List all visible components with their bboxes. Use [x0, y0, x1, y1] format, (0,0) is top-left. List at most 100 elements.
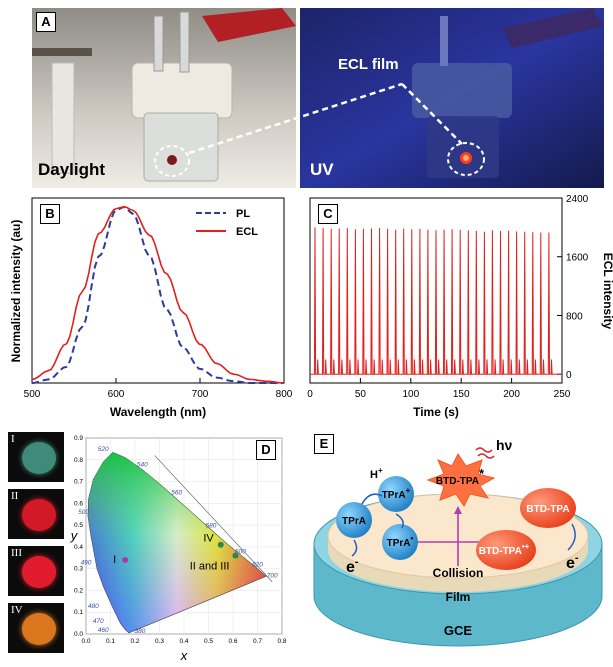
uv-film-core [463, 155, 469, 161]
cie-point-label: IV [203, 533, 214, 545]
thumbnail-1: I [8, 432, 64, 482]
panel-c-ytick-label: 0 [566, 370, 572, 381]
panel-c-ytick-label: 1600 [566, 253, 589, 264]
cie-point-label: II and III [190, 561, 230, 573]
thumbnail-label: IV [11, 604, 23, 616]
cie-wavelength-label: 490 [81, 559, 92, 566]
photon-wave-1 [475, 447, 493, 453]
daylight-clamp-rod [32, 48, 92, 56]
uv-film-circle [447, 142, 485, 176]
panel-b-ylabel: Normalized intensity (au) [9, 220, 23, 363]
oxidation-arrow [361, 493, 383, 505]
cie-xtick-label: 0.6 [228, 638, 237, 645]
cie-wavelength-label: 620 [252, 561, 263, 568]
cie-wavelength-label: 520 [98, 446, 109, 453]
collision-label: Collision [433, 566, 484, 580]
panel-c-xtick-label: 50 [355, 389, 367, 400]
electron-release-arrow-right [567, 523, 576, 551]
panel-a-photos [32, 8, 604, 188]
series-line-pl [31, 205, 284, 384]
series-line-ecl [31, 206, 285, 384]
uv-label: UV [310, 160, 334, 179]
electron-label-right: e- [566, 552, 579, 572]
panel-e-schematic: BTD-TPA* hν TPrA TPrA+ TPrA• H+ e- BTD-T… [313, 437, 603, 647]
panel-c-xtick-label: 150 [453, 389, 470, 400]
panel-c-ytick-label: 2400 [566, 194, 589, 205]
thumbnail-spot [22, 556, 56, 588]
cie-wavelength-label: 560 [171, 490, 182, 497]
uv-electrode [440, 16, 448, 66]
panel-b-xtick-label: 600 [108, 389, 125, 400]
daylight-electrode-1 [153, 15, 164, 72]
ecl-film-annotation: ECL film [338, 56, 399, 73]
cie-xtick-label: 0.7 [253, 638, 262, 645]
panel-c-xtick-label: 200 [503, 389, 520, 400]
cie-gamut-overlay [88, 452, 267, 633]
panel-c-axes-frame [309, 197, 563, 384]
cie-ytick-label: 0.8 [74, 457, 83, 464]
daylight-label: Daylight [38, 160, 106, 179]
collision-arrow-up-head [454, 506, 462, 514]
thumbnail-3: III [8, 546, 64, 596]
daylight-cell-vial [143, 112, 219, 182]
daylight-stand [51, 62, 75, 174]
cie-xtick-label: 0.3 [155, 638, 164, 645]
electron-label-left: e- [346, 556, 359, 576]
thumbnail-spot [22, 442, 56, 474]
legend-label-pl: PL [236, 208, 250, 220]
panel-c-xtick-label: 250 [554, 389, 571, 400]
cie-ytick-label: 0.9 [74, 435, 83, 442]
cie-xtick-label: 0.2 [130, 638, 139, 645]
panel-b-chart: 500 600 700 800 PL ECL Wavelength (nm) Norm… [9, 197, 293, 419]
panel-c-ylabel: ECL intensity [601, 253, 613, 330]
cie-xtick-label: 0.1 [106, 638, 115, 645]
tpra-molecule [336, 502, 372, 538]
thumbnail-spot [22, 613, 56, 645]
cie-wavelength-label: 500 [78, 509, 89, 516]
uv-cell-cap [412, 63, 512, 118]
excited-state-label: BTD-TPA* [436, 466, 485, 487]
panel-d-cie-chart: 0.0 0.1 0.2 0.3 0.4 0.5 0.6 0.7 0.8 0.0 0.1 0.2 0.3 0… [70, 435, 287, 662]
excited-state-starburst [426, 453, 496, 507]
photon-wave-2 [477, 453, 495, 459]
btd-tpa-cation-label: BTD-TPA•+ [479, 542, 530, 557]
panel-d: I II III IV 0.0 0.1 0.2 0.3 0.4 0.5 0.6 0.7 0.8 0.0 0… [0, 426, 300, 662]
cie-xtick-label: 0.4 [179, 638, 188, 645]
panel-c-chart: 0 50 100 150 200 250 0 800 1600 2400 Time (s) ECL… [307, 194, 613, 419]
cie-wavelength-label: 380 [134, 628, 145, 635]
cie-wavelength-label: 580 [206, 522, 217, 529]
thumbnail-label: III [11, 547, 22, 559]
thumbnail-2: II [8, 489, 64, 539]
cie-ytick-label: 0.7 [74, 479, 83, 486]
panel-b-xtick-label: 700 [192, 389, 209, 400]
daylight-film-circle [154, 145, 190, 177]
cie-point [122, 556, 129, 563]
tpra-label: TPrA [342, 516, 366, 527]
cie-point [217, 541, 224, 548]
panel-c: 0 50 100 150 200 250 0 800 1600 2400 Time (s) ECL… [300, 188, 613, 423]
tpra-radical-label: TPrA• [387, 534, 414, 549]
cie-xlabel: x [180, 648, 188, 662]
panel-b-axes-frame [31, 197, 285, 384]
daylight-red-clip [202, 8, 296, 42]
daylight-electrode-2 [179, 11, 190, 73]
tpra-radical-molecule [382, 524, 418, 560]
cie-ytick-label: 0.1 [74, 609, 83, 616]
cie-xtick-label: 0.0 [81, 638, 90, 645]
cie-ytick-label: 0.5 [74, 522, 83, 529]
cie-xtick-label: 0.5 [204, 638, 213, 645]
panel-b-xtick-label: 500 [24, 389, 41, 400]
cie-planck-line [154, 455, 273, 582]
cie-wavelength-label: 470 [93, 618, 104, 625]
btd-tpa-label: BTD-TPA [526, 504, 569, 515]
panel-c-xtick-label: 0 [307, 389, 313, 400]
btd-tpa-molecule [520, 488, 576, 528]
cie-wavelength-label: 480 [88, 603, 99, 610]
gce-label: GCE [444, 623, 473, 638]
cie-ytick-label: 0.6 [74, 500, 83, 507]
series-line-ecl-pulses [310, 227, 562, 375]
panel-c-ytick-label: 800 [566, 311, 583, 322]
thumbnail-4: IV [8, 603, 64, 653]
cie-ytick-label: 0.0 [74, 631, 83, 638]
tpra-cation-molecule [378, 476, 414, 512]
